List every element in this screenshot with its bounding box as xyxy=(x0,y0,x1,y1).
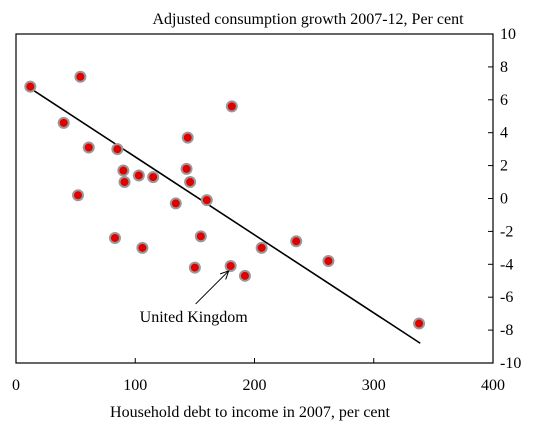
y-tick-label: 4 xyxy=(500,125,508,142)
data-point xyxy=(290,235,303,248)
y-tick-label: 6 xyxy=(500,92,508,109)
data-point xyxy=(225,100,238,113)
data-point xyxy=(188,261,201,274)
data-point xyxy=(413,317,426,330)
y-axis-ticks: 10 8 6 4 2 0 -2 -4 -6 -8 -10 xyxy=(488,26,521,372)
y-tick-label: -6 xyxy=(500,289,513,306)
data-point xyxy=(111,143,124,156)
data-point xyxy=(322,255,335,268)
data-point xyxy=(108,231,121,244)
x-tick-label: 100 xyxy=(123,377,147,394)
y-tick-label: 2 xyxy=(500,158,508,175)
x-axis-title: Household debt to income in 2007, per ce… xyxy=(110,404,390,421)
y-tick-label: -8 xyxy=(500,322,513,339)
data-point xyxy=(200,194,213,207)
trend-line xyxy=(29,87,421,344)
data-point xyxy=(194,230,207,243)
x-tick-label: 200 xyxy=(243,377,267,394)
data-point xyxy=(118,176,131,189)
x-tick-label: 0 xyxy=(12,377,20,394)
data-points xyxy=(24,70,426,330)
data-point xyxy=(132,169,145,182)
data-point xyxy=(255,241,268,254)
data-point xyxy=(238,269,251,282)
x-tick-label: 300 xyxy=(362,377,386,394)
y-tick-label: 8 xyxy=(500,59,508,76)
x-tick-label: 400 xyxy=(481,377,505,394)
data-point xyxy=(24,80,37,93)
y-axis-title: Adjusted consumption growth 2007-12, Per… xyxy=(152,11,464,28)
data-point xyxy=(72,189,85,202)
data-point xyxy=(136,241,149,254)
data-point xyxy=(147,171,160,184)
data-point xyxy=(180,162,193,175)
annotation-arrowhead xyxy=(219,270,230,280)
data-point xyxy=(184,176,197,189)
x-axis-ticks: 0 100 200 300 400 xyxy=(12,358,505,394)
annotations: United Kingdom xyxy=(140,270,249,326)
data-point xyxy=(181,131,194,144)
data-point xyxy=(57,116,70,129)
annotation-label: United Kingdom xyxy=(140,309,249,326)
data-point xyxy=(117,164,130,177)
data-point xyxy=(82,141,95,154)
y-tick-label: -2 xyxy=(500,223,513,240)
data-point xyxy=(169,197,182,210)
y-tick-label: -10 xyxy=(500,355,521,372)
data-point xyxy=(74,70,87,83)
data-point xyxy=(224,259,237,272)
y-tick-label: -4 xyxy=(500,256,513,273)
y-tick-label: 10 xyxy=(500,26,516,43)
plot-frame xyxy=(15,33,494,364)
y-tick-label: 0 xyxy=(500,191,508,208)
annotation-arrow xyxy=(195,270,230,305)
